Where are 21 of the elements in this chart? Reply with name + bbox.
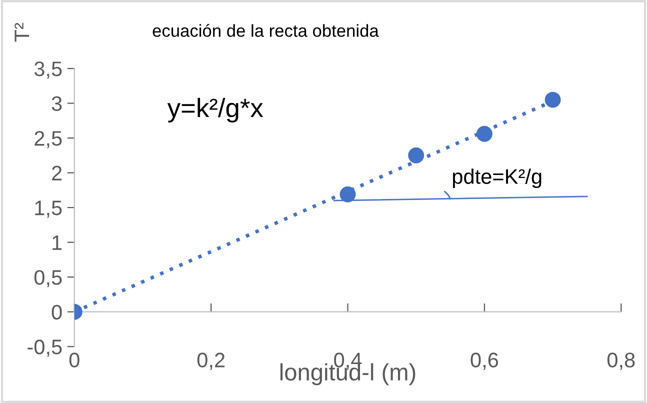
y-tick-label: 0,5 bbox=[34, 270, 62, 288]
annotation: y=k²/g*x bbox=[167, 98, 264, 123]
y-tick-label: 0 bbox=[52, 304, 62, 320]
x-tick-label: 0,8 bbox=[607, 352, 635, 370]
point bbox=[408, 147, 424, 164]
x-tick-label: 0 bbox=[69, 352, 80, 368]
y-tick-label: 3,5 bbox=[34, 62, 62, 79]
x-tick-label: 0,6 bbox=[470, 352, 498, 370]
annotation: pdte=K²/g bbox=[452, 168, 542, 188]
y-tick-label: 2 bbox=[52, 166, 62, 180]
point bbox=[544, 92, 561, 108]
x-tick-label: 0,2 bbox=[197, 352, 225, 370]
y-axis-title: T² bbox=[14, 22, 30, 42]
y-tick-label: -0,5 bbox=[28, 340, 62, 357]
point bbox=[476, 126, 492, 142]
y-tick-label: 1,5 bbox=[35, 200, 62, 218]
y-tick-label: 3 bbox=[52, 96, 62, 112]
y-tick-label: 1 bbox=[52, 236, 62, 250]
chart-title: ecuación de la recta obtenida bbox=[152, 24, 379, 37]
y-tick-label: 2,5 bbox=[34, 131, 62, 148]
point bbox=[340, 186, 356, 202]
